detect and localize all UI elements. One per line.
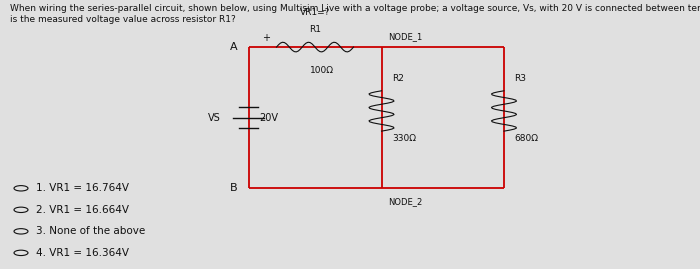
Text: 2. VR1 = 16.664V: 2. VR1 = 16.664V	[36, 205, 130, 215]
Text: VR1=?: VR1=?	[300, 9, 330, 17]
Text: R1: R1	[309, 25, 321, 34]
Text: VS: VS	[208, 113, 220, 123]
Text: 4. VR1 = 16.364V: 4. VR1 = 16.364V	[36, 248, 130, 258]
Text: +: +	[262, 33, 270, 43]
Text: NODE_1: NODE_1	[389, 32, 423, 41]
Text: When wiring the series-parallel circuit, shown below, using Multisim Live with a: When wiring the series-parallel circuit,…	[10, 4, 700, 13]
Text: 680Ω: 680Ω	[514, 134, 538, 143]
Text: B: B	[230, 183, 238, 193]
Text: 330Ω: 330Ω	[392, 134, 416, 143]
Text: NODE_2: NODE_2	[389, 197, 423, 206]
Text: 1. VR1 = 16.764V: 1. VR1 = 16.764V	[36, 183, 130, 193]
Text: 100Ω: 100Ω	[310, 66, 334, 75]
Text: R2: R2	[392, 74, 404, 83]
Text: 20V: 20V	[259, 113, 278, 123]
Text: A: A	[230, 42, 238, 52]
Text: 3. None of the above: 3. None of the above	[36, 226, 146, 236]
Text: R3: R3	[514, 74, 526, 83]
Text: is the measured voltage value across resistor R1?: is the measured voltage value across res…	[10, 15, 237, 24]
